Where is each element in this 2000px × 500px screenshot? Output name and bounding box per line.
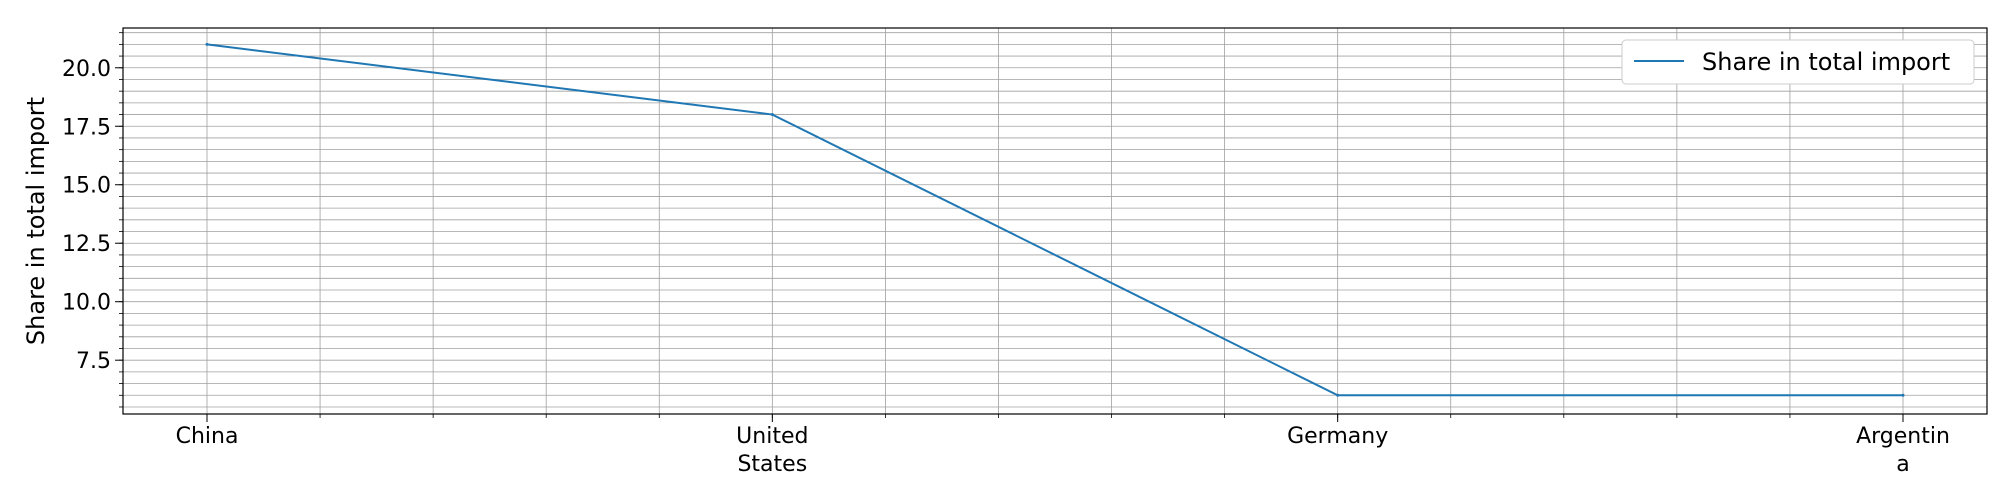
plot-frame [122, 27, 1988, 415]
data-point [205, 42, 209, 46]
x-tick-label: China [176, 424, 239, 449]
y-tick-label: 7.5 [76, 349, 111, 374]
legend-label: Share in total import [1702, 48, 1950, 76]
legend-box [1621, 39, 1975, 85]
x-tick-label: Argentin a [1856, 424, 1950, 477]
axis-ticks: 7.5 10.0 12.5 15.0 17.5 20.0 China United States… [62, 32, 1950, 477]
data-point [1901, 393, 1905, 397]
series-layer [205, 42, 1905, 397]
y-tick-label: 12.5 [62, 232, 111, 257]
data-point [770, 113, 774, 117]
legend: Share in total import [1621, 39, 1975, 85]
data-point [1336, 393, 1340, 397]
y-tick-label: 15.0 [62, 174, 111, 199]
series-line [206, 43, 1903, 397]
grid [123, 28, 1987, 414]
y-tick-label: 20.0 [62, 57, 111, 82]
y-axis-label: Share in total import [22, 97, 50, 345]
y-tick-label: 17.5 [62, 115, 111, 140]
y-tick-label: 10.0 [62, 291, 111, 316]
x-tick-label: Germany [1287, 424, 1388, 449]
x-tick-label: United States [736, 424, 808, 477]
